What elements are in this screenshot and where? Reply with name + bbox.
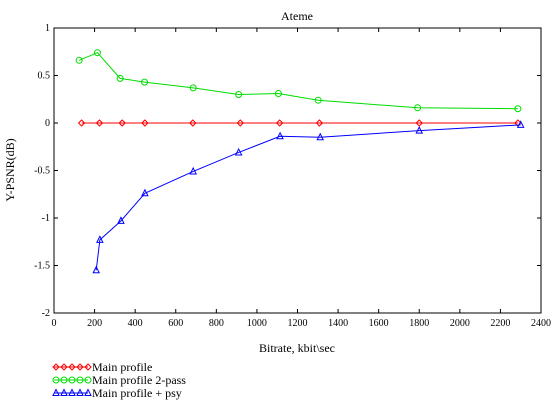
plot-frame [53, 27, 542, 314]
data-point [314, 96, 322, 104]
y-tick-label: -0.5 [34, 166, 50, 177]
x-axis: 0 200 400 600 800 1000 1200 1400 1600 1800 2000 220… [52, 28, 551, 329]
data-point [92, 265, 101, 274]
data-point [276, 131, 284, 140]
data-point [96, 235, 104, 243]
x-tick-label: 1400 [328, 318, 348, 329]
x-tick-label: 1200 [288, 318, 308, 329]
legend-marker [60, 363, 68, 371]
legend-label: Main profile [92, 360, 152, 374]
x-axis-label: Bitrate, kbit\sec [259, 341, 335, 355]
series-layer [75, 49, 525, 274]
y-tick-label: -2 [42, 308, 50, 319]
data-point [235, 91, 243, 98]
data-point [189, 84, 197, 92]
legend-item: Main profile + psy [52, 386, 182, 400]
legend-label: Main profile 2-pass [92, 373, 186, 387]
x-tick-label: 200 [87, 318, 102, 329]
series-line [78, 52, 518, 110]
x-tick-label: 800 [209, 318, 224, 329]
legend-item: Main profile 2-pass [52, 373, 186, 387]
data-point [316, 132, 325, 141]
legend-marker [84, 363, 92, 371]
x-tick-label: 600 [168, 318, 183, 329]
legend-marker [60, 388, 68, 396]
legend-marker [68, 388, 76, 396]
legend-label: Main profile + psy [92, 386, 182, 400]
data-point [189, 166, 198, 175]
legend-marker [84, 388, 92, 396]
legend-marker [84, 376, 92, 384]
y-tick-label: 1 [45, 23, 50, 34]
x-tick-label: 2200 [490, 318, 510, 329]
legend-marker [52, 376, 60, 384]
chart-title: Ateme [281, 9, 313, 23]
series-line [95, 124, 521, 271]
y-axis: 1 0.5 0 -0.5 -1 -1.5 -2 [34, 23, 541, 319]
legend-marker [60, 376, 68, 384]
data-point [514, 105, 522, 113]
data-point [116, 74, 124, 82]
series-2 [75, 49, 522, 113]
data-point [275, 119, 284, 127]
data-point [141, 78, 149, 86]
data-point [75, 56, 83, 64]
data-point [415, 125, 424, 134]
y-tick-label: 0 [45, 118, 50, 129]
x-tick-label: 400 [128, 318, 143, 329]
x-tick-label: 0 [52, 318, 57, 329]
legend-item: Main profile [52, 360, 152, 374]
data-point [414, 104, 422, 112]
legend-marker [76, 376, 84, 384]
data-point [141, 188, 149, 197]
data-point [516, 120, 525, 128]
y-tick-label: 0.5 [38, 71, 51, 82]
y-tick-label: -1 [42, 213, 50, 224]
legend-marker [76, 388, 84, 396]
data-point [118, 119, 126, 127]
data-point [234, 147, 243, 156]
data-point [236, 119, 244, 127]
data-point [93, 49, 101, 57]
y-axis-label: Y-PSNR(dB) [3, 138, 17, 201]
legend-marker [68, 376, 76, 384]
legend-marker [52, 363, 60, 371]
x-tick-label: 1800 [409, 318, 429, 329]
data-point [77, 119, 86, 127]
data-point [315, 119, 324, 127]
legend-marker [52, 388, 60, 396]
series-1 [77, 119, 522, 127]
data-point [274, 90, 282, 98]
data-point [95, 119, 104, 127]
x-tick-label: 1000 [247, 318, 267, 329]
data-point [117, 216, 125, 224]
data-point [141, 119, 149, 127]
series-3 [92, 120, 525, 274]
x-tick-label: 2400 [531, 318, 551, 329]
legend-marker [76, 363, 84, 371]
y-tick-label: -1.5 [34, 261, 50, 272]
x-tick-label: 1600 [369, 318, 389, 329]
x-tick-label: 2000 [450, 318, 470, 329]
legend-marker [68, 363, 76, 371]
data-point [189, 119, 197, 127]
